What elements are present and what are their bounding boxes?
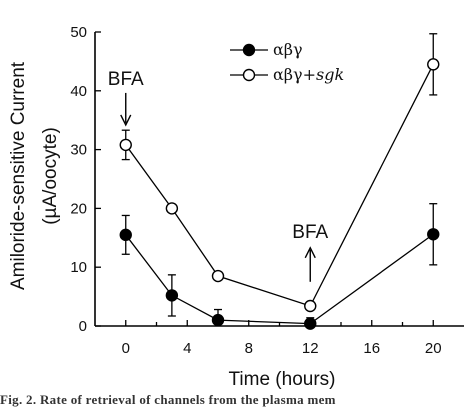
annotation-label: BFA xyxy=(108,69,144,90)
series-2 xyxy=(119,33,440,313)
x-tick-label: 20 xyxy=(425,340,442,357)
line-chart: 0 10 20 30 40 50 0 4 8 12 16 20 αβγ αβγ+sgk BFA BFA T… xyxy=(8,24,464,390)
annotation-bfa: BFA xyxy=(108,69,144,127)
legend-label-italic: sgk xyxy=(316,65,344,84)
arrow-head xyxy=(304,246,316,259)
x-tick-label: 0 xyxy=(122,340,130,357)
annotations: BFA BFA xyxy=(108,69,329,282)
legend-marker xyxy=(242,68,256,82)
data-point xyxy=(211,313,225,327)
figure-caption: Fig. 2. Rate of retrieval of channels fr… xyxy=(0,392,336,407)
y-tick-label: 50 xyxy=(70,24,87,41)
y-tick-label: 10 xyxy=(70,259,87,276)
y-axis-title-line1: Amiloride-sensitive Current xyxy=(8,61,29,290)
legend-label: αβγ+sgk xyxy=(273,65,344,84)
data-point xyxy=(304,299,317,313)
data-point xyxy=(119,138,132,152)
data-point xyxy=(165,202,179,215)
x-tick-label: 12 xyxy=(302,340,319,357)
x-axis-title: Time (hours) xyxy=(229,369,336,390)
series-line xyxy=(125,64,434,307)
data-point xyxy=(304,317,317,330)
legend: αβγ αβγ+sgk xyxy=(230,40,344,84)
arrow-head xyxy=(120,114,132,127)
legend-label: αβγ xyxy=(273,40,303,59)
y-tick-label: 40 xyxy=(70,83,87,100)
y-tick-label: 0 xyxy=(79,318,87,335)
y-tick-label: 30 xyxy=(70,142,87,159)
data-point xyxy=(427,228,440,241)
x-tick-label: 4 xyxy=(183,340,191,357)
series-layer xyxy=(119,33,440,330)
data-point xyxy=(165,289,179,302)
data-point xyxy=(119,228,132,242)
y-tick-label: 20 xyxy=(70,200,87,217)
annotation-label: BFA xyxy=(292,222,328,243)
legend-marker xyxy=(242,43,256,57)
data-point xyxy=(211,269,225,283)
annotation-bfa: BFA xyxy=(292,222,329,282)
x-tick-label: 16 xyxy=(363,340,380,357)
y-axis-title-line2: (µA/oocyte) xyxy=(40,127,61,225)
data-point xyxy=(427,58,440,71)
series-1 xyxy=(119,203,440,330)
x-tick-label: 8 xyxy=(245,340,253,357)
